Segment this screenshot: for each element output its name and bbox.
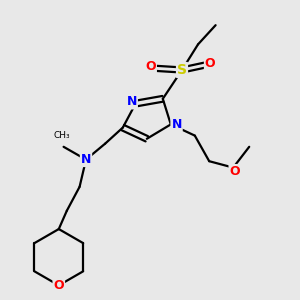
Text: O: O (53, 279, 64, 292)
Text: S: S (177, 63, 187, 77)
Text: O: O (145, 60, 156, 73)
Text: O: O (230, 165, 240, 178)
Text: O: O (205, 57, 215, 70)
Text: N: N (171, 118, 182, 131)
Text: N: N (81, 153, 91, 166)
Text: N: N (127, 95, 137, 109)
Text: CH₃: CH₃ (54, 131, 70, 140)
